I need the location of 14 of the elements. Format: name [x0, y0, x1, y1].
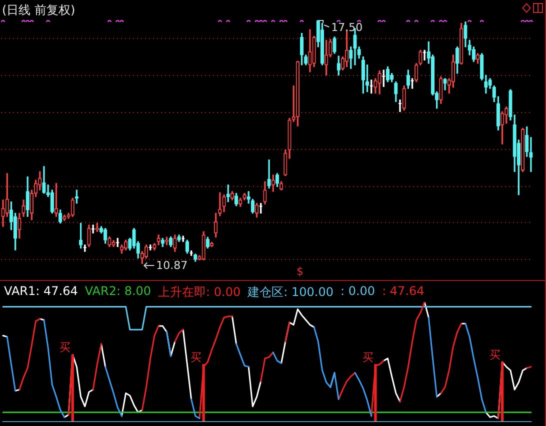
text: 上升在即: 0.00 — [158, 284, 241, 301]
chart-title: (日线 前复权) — [2, 2, 76, 19]
text: VAR2: 8.00 — [84, 284, 152, 300]
annotation: 10.87 — [156, 258, 188, 272]
series-label: 建仓区: 100.00 — [248, 284, 334, 301]
annotation: 17.50 — [331, 20, 363, 34]
text: : 0.00 — [340, 284, 376, 300]
text: VAR1: 47.64 — [4, 284, 78, 300]
text: $ — [296, 264, 304, 278]
annotation: 买 — [489, 348, 500, 362]
annotation: 买 — [60, 341, 71, 354]
annotation: 买 — [362, 350, 374, 364]
series-label: : 47.64 — [382, 284, 424, 300]
annotation: 买 — [190, 350, 202, 364]
